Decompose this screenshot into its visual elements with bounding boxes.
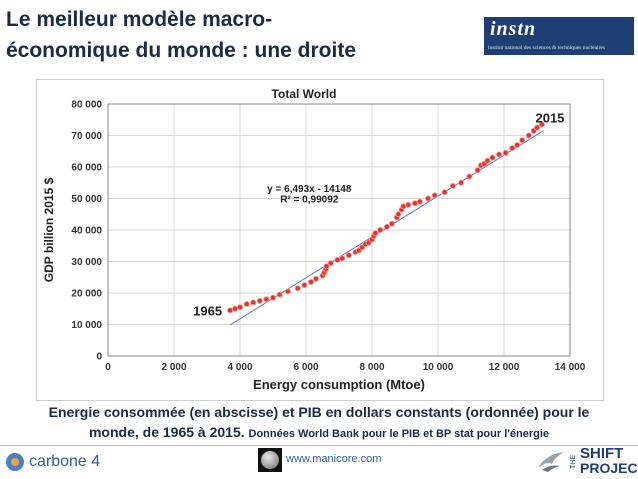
data-point bbox=[425, 195, 432, 202]
data-point bbox=[458, 179, 465, 186]
caption-line-1: Energie consommée (en abscisse) et PIB e… bbox=[48, 404, 590, 420]
data-point bbox=[411, 200, 418, 207]
footer-divider bbox=[0, 445, 638, 446]
title-line-2: économique du monde : une droite bbox=[6, 39, 357, 62]
carbone4-logo: carbone 4 bbox=[6, 449, 100, 475]
y-tick-label: 50 000 bbox=[71, 194, 102, 205]
caption-line-2-text: monde, de 1965 à 2015. bbox=[88, 424, 245, 440]
shift-text: SHIFT bbox=[580, 445, 624, 462]
data-point bbox=[441, 189, 448, 196]
data-point bbox=[533, 124, 540, 131]
shift-project-logo: THE SHIFT PROJECT bbox=[520, 445, 638, 477]
x-tick-label: 12 000 bbox=[489, 362, 520, 373]
title-line-1: Le meilleur modèle macro- bbox=[6, 8, 273, 31]
data-point bbox=[514, 141, 521, 148]
x-tick-label: 4 000 bbox=[227, 362, 252, 373]
data-point bbox=[312, 275, 319, 282]
annotation-1965: 1965 bbox=[193, 303, 222, 318]
website-link[interactable]: www.manicore.com bbox=[286, 453, 382, 465]
data-point bbox=[519, 137, 526, 144]
y-tick-label: 20 000 bbox=[71, 289, 102, 300]
plot-area bbox=[107, 103, 571, 357]
x-tick-label: 10 000 bbox=[423, 362, 454, 373]
data-point bbox=[345, 252, 352, 259]
data-point bbox=[250, 299, 257, 306]
data-point bbox=[377, 226, 384, 233]
data-point bbox=[525, 132, 532, 139]
annotation-2015: 2015 bbox=[535, 110, 564, 125]
y-tick-label: 80 000 bbox=[71, 100, 102, 111]
data-point bbox=[284, 288, 291, 295]
project-text: PROJECT bbox=[580, 460, 638, 476]
data-point bbox=[263, 296, 270, 303]
data-point bbox=[466, 173, 473, 180]
data-point bbox=[339, 255, 346, 262]
y-tick-label: 30 000 bbox=[71, 257, 102, 268]
data-point bbox=[449, 182, 456, 189]
instn-subtitle: institut national des sciences & techniq… bbox=[488, 45, 605, 51]
data-point bbox=[276, 291, 283, 298]
carbone4-icon bbox=[6, 453, 24, 471]
data-point bbox=[227, 307, 234, 314]
r-squared: R² = 0,99092 bbox=[280, 194, 339, 205]
data-point bbox=[383, 223, 390, 230]
data-point bbox=[323, 263, 330, 270]
data-point bbox=[388, 220, 395, 227]
data-point bbox=[395, 211, 402, 218]
caption-line-2: monde, de 1965 à 2015. Données World Ban… bbox=[4, 422, 634, 444]
x-tick-label: 8 000 bbox=[359, 362, 384, 373]
data-point bbox=[294, 285, 301, 292]
data-point bbox=[256, 297, 263, 304]
data-point bbox=[372, 230, 379, 237]
data-point bbox=[484, 157, 491, 164]
caption-source: Données World Bank pour le PIB et BP sta… bbox=[248, 428, 550, 440]
data-point bbox=[431, 192, 438, 199]
carbone4-text: carbone 4 bbox=[29, 453, 101, 470]
data-point bbox=[327, 260, 334, 267]
data-point bbox=[416, 198, 423, 205]
data-point bbox=[243, 301, 250, 308]
data-point bbox=[496, 151, 503, 158]
data-point bbox=[400, 203, 407, 210]
x-axis-label: Energy consumption (Mtoe) bbox=[253, 377, 425, 392]
x-tick-label: 0 bbox=[105, 362, 111, 373]
data-point bbox=[236, 304, 243, 311]
shift-the: THE bbox=[570, 455, 577, 469]
y-tick-label: 70 000 bbox=[71, 131, 102, 142]
trend-equation: y = 6,493x - 14148 bbox=[267, 184, 352, 195]
bird-icon bbox=[538, 452, 564, 472]
chart-title: Total World bbox=[272, 87, 337, 101]
scatter-chart: 0 2 000 4 000 6 000 8 000 10 000 12 000 14 000 0… bbox=[42, 87, 586, 392]
data-point bbox=[538, 121, 545, 128]
y-tick-label: 40 000 bbox=[71, 226, 102, 237]
x-tick-label: 6 000 bbox=[293, 362, 318, 373]
y-tick-label: 60 000 bbox=[71, 163, 102, 174]
y-axis-label: GDP billion 2015 $ bbox=[42, 177, 56, 282]
instn-logo-text: instn bbox=[490, 18, 537, 40]
data-point bbox=[509, 145, 516, 152]
chart-frame: 0 2 000 4 000 6 000 8 000 10 000 12 000 14 000 0… bbox=[36, 79, 604, 401]
data-point bbox=[307, 278, 314, 285]
y-tick-label: 0 bbox=[96, 352, 102, 363]
x-tick-label: 14 000 bbox=[555, 362, 586, 373]
data-point bbox=[405, 201, 412, 208]
data-point bbox=[334, 256, 341, 263]
instn-logo: instn institut national des sciences & t… bbox=[484, 17, 634, 55]
data-point bbox=[502, 149, 509, 156]
slide-title: Le meilleur modèle macro- économique du … bbox=[6, 4, 446, 66]
data-point bbox=[269, 294, 276, 301]
data-point bbox=[301, 282, 308, 289]
data-point bbox=[474, 167, 481, 174]
x-tick-label: 2 000 bbox=[161, 362, 186, 373]
y-tick-label: 10 000 bbox=[71, 320, 102, 331]
caption: Energie consommée (en abscisse) et PIB e… bbox=[4, 402, 634, 444]
data-point bbox=[489, 154, 496, 161]
data-point bbox=[232, 305, 239, 312]
moon-icon bbox=[258, 448, 282, 472]
